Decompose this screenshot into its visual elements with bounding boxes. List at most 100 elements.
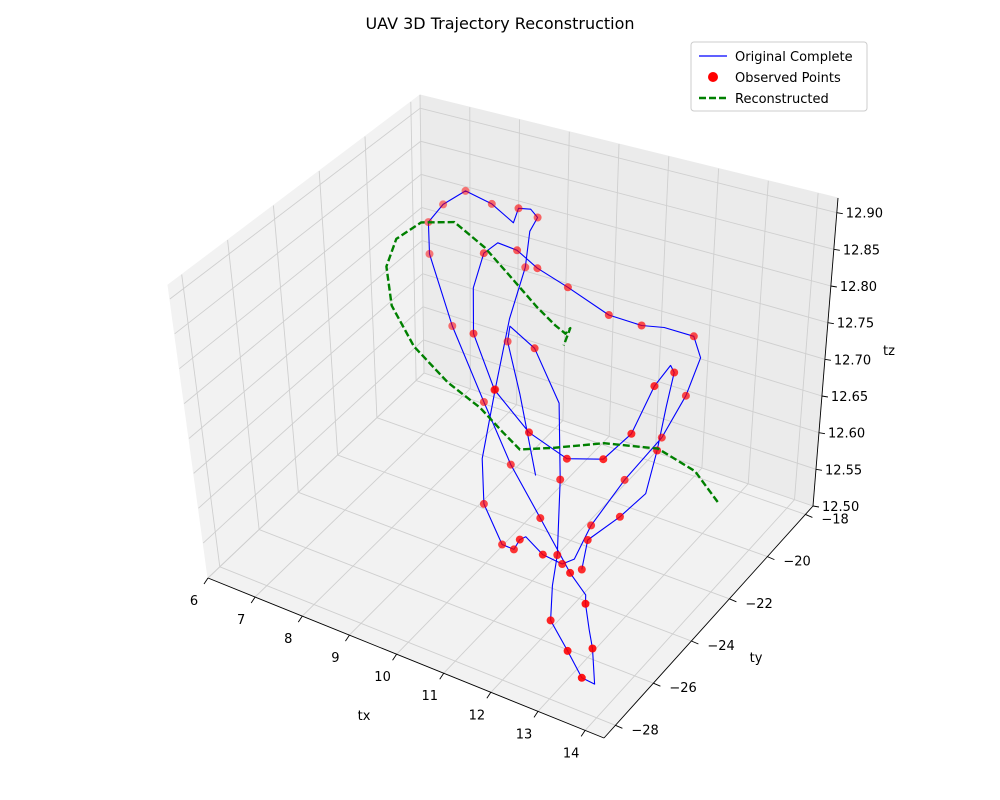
observed-point (657, 433, 666, 442)
z-tick-mark (818, 432, 826, 435)
observed-point (588, 644, 597, 653)
plot-area (385, 186, 719, 685)
y-tick-mark (691, 640, 699, 645)
observed-point (650, 382, 659, 391)
observed-point (439, 200, 448, 209)
x-tick-label: 7 (237, 613, 245, 628)
z-tick-label: 12.55 (825, 463, 862, 478)
observed-point (583, 536, 592, 544)
legend-box (690, 41, 868, 112)
legend-observed-label: Observed Points (735, 71, 841, 86)
observed-point (487, 199, 496, 208)
observed-point (521, 263, 530, 272)
observed-point (577, 673, 586, 682)
observed-point (448, 322, 457, 330)
observed-point (563, 283, 572, 292)
observed-point (637, 321, 646, 330)
legend-observed-swatch (708, 72, 718, 82)
observed-point (479, 249, 488, 258)
z-tick-label: 12.65 (831, 390, 868, 405)
z-tick-label: 12.90 (846, 207, 883, 222)
y-tick-mark (767, 556, 775, 561)
x-tick-mark (345, 634, 350, 642)
x-tick-mark (580, 730, 586, 737)
observed-point (558, 560, 567, 568)
chart-title: UAV 3D Trajectory Reconstruction (365, 14, 634, 33)
z-gridline (202, 339, 817, 544)
z-gridline (188, 240, 826, 439)
z-gridline (198, 306, 820, 509)
observed-point (587, 521, 596, 530)
y-tick-label: −24 (707, 639, 734, 654)
z-tick-mark (815, 468, 823, 471)
observed-point (503, 337, 512, 346)
z-axis-label: tz (883, 344, 895, 359)
observed-point (533, 264, 542, 273)
z-tick-label: 12.70 (834, 353, 871, 368)
x-tick-label: 10 (374, 670, 391, 685)
observed-point (461, 186, 470, 195)
observed-point (509, 545, 518, 554)
z-tick-label: 12.50 (822, 500, 859, 515)
observed-point (479, 398, 488, 406)
reconstructed-line (385, 220, 719, 503)
z-gridline (174, 140, 834, 335)
z-tick-label: 12.75 (837, 317, 874, 332)
z-tick-mark (833, 248, 840, 251)
observed-point (627, 429, 636, 438)
observed-point (604, 311, 613, 319)
observed-point (536, 514, 545, 523)
z-tick-label: 12.85 (843, 243, 880, 258)
z-gridline (169, 107, 837, 300)
observed-point (479, 499, 488, 508)
x-tick-label: 12 (469, 708, 486, 723)
y-axis-label: ty (750, 651, 763, 666)
z-tick-mark (836, 212, 843, 215)
z-tick-mark (824, 358, 831, 361)
observed-point (689, 332, 698, 341)
observed-point (620, 475, 629, 484)
observed-point (530, 344, 539, 353)
y-tick-label: −18 (821, 512, 848, 527)
observed-point (577, 565, 586, 574)
z-gridline (193, 273, 823, 474)
y-tick-label: −28 (631, 723, 658, 738)
observed-point (533, 213, 542, 222)
z-gridline (179, 173, 832, 370)
x-tick-label: 8 (284, 632, 292, 647)
axes-panes (167, 94, 839, 739)
y-tick-mark (729, 598, 737, 603)
z-tick-label: 12.80 (840, 280, 877, 295)
observed-point (670, 368, 679, 377)
legend-reconstructed-label: Reconstructed (735, 92, 829, 107)
x-tick-mark (533, 711, 539, 718)
observed-point (515, 535, 524, 544)
observed-point (498, 540, 507, 549)
observed-point (546, 616, 555, 625)
z-tick-mark (827, 322, 834, 325)
z-tick-mark (830, 285, 837, 288)
observed-point (525, 428, 533, 437)
observed-point (581, 599, 590, 608)
observed-point (538, 550, 547, 559)
y-tick-label: −26 (669, 681, 696, 696)
x-tick-label: 14 (563, 746, 580, 761)
x-tick-label: 6 (190, 594, 198, 609)
y-tick-label: −22 (745, 597, 772, 612)
x-tick-mark (392, 653, 397, 661)
observed-point (599, 455, 608, 464)
z-gridline (207, 372, 814, 579)
z-tick-mark (821, 395, 829, 398)
z-tick-label: 12.60 (828, 427, 865, 442)
x-tick-mark (203, 577, 209, 585)
y-tick-mark (615, 724, 623, 729)
legend-original-label: Original Complete (735, 50, 853, 65)
observed-point (553, 551, 562, 559)
observed-point (556, 475, 565, 484)
x-tick-label: 11 (421, 689, 438, 704)
observed-point (513, 246, 522, 255)
x-tick-mark (486, 692, 492, 699)
x-tick-label: 9 (331, 651, 339, 666)
observed-point (681, 391, 690, 400)
